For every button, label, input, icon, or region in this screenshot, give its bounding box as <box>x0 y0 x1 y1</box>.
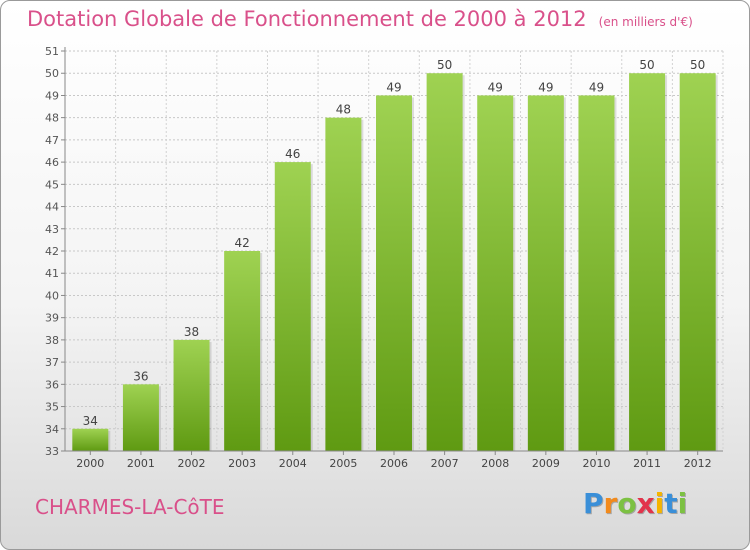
y-tick-label: 51 <box>45 45 59 58</box>
x-tick-label: 2003 <box>228 457 256 470</box>
y-tick-label: 48 <box>45 112 59 125</box>
bar <box>578 95 615 451</box>
bar-value-label: 38 <box>184 325 199 339</box>
y-tick-label: 45 <box>45 178 59 191</box>
bar <box>629 73 666 451</box>
x-tick-label: 2005 <box>329 457 357 470</box>
logo-letter: o <box>617 487 637 520</box>
logo-letter: i <box>654 487 665 520</box>
x-tick-label: 2010 <box>582 457 610 470</box>
x-tick-label: 2011 <box>633 457 661 470</box>
bar-value-label: 49 <box>538 80 553 94</box>
bar-value-label: 50 <box>690 58 705 72</box>
y-tick-label: 46 <box>45 156 59 169</box>
x-tick-label: 2009 <box>532 457 560 470</box>
y-tick-label: 47 <box>45 134 59 147</box>
y-tick-label: 43 <box>45 223 59 236</box>
y-tick-label: 38 <box>45 334 59 347</box>
x-tick-label: 2012 <box>684 457 712 470</box>
x-tick-label: 2004 <box>279 457 307 470</box>
logo-letter: x <box>636 487 655 520</box>
y-tick-label: 39 <box>45 312 59 325</box>
y-tick-label: 34 <box>45 423 59 436</box>
y-tick-label: 44 <box>45 201 59 214</box>
bar-value-label: 49 <box>386 80 401 94</box>
y-tick-label: 36 <box>45 378 59 391</box>
logo-letter: t <box>664 487 678 520</box>
bar-value-label: 50 <box>437 58 452 72</box>
bar <box>224 251 261 451</box>
bar <box>122 384 159 451</box>
bar <box>477 95 514 451</box>
y-tick-label: 49 <box>45 89 59 102</box>
bar <box>325 117 362 452</box>
x-tick-label: 2006 <box>380 457 408 470</box>
bar-value-label: 49 <box>488 80 503 94</box>
chart-title-text: Dotation Globale de Fonctionnement de 20… <box>27 7 587 31</box>
chart-unit: (en milliers d'€) <box>598 15 693 29</box>
y-tick-label: 42 <box>45 245 59 258</box>
bar <box>376 95 412 451</box>
bar <box>274 162 311 451</box>
bar-value-label: 42 <box>235 236 250 250</box>
bar <box>679 73 716 451</box>
bar-value-label: 48 <box>336 103 351 117</box>
x-tick-label: 2002 <box>178 457 206 470</box>
bar <box>72 428 109 451</box>
logo-letter: r <box>603 487 618 520</box>
proxiti-logo: Proxiti <box>583 487 687 520</box>
bar <box>173 339 210 451</box>
x-tick-label: 2001 <box>127 457 155 470</box>
y-tick-label: 37 <box>45 356 59 369</box>
chart-title: Dotation Globale de Fonctionnement de 20… <box>27 7 693 31</box>
bar <box>527 95 564 451</box>
bar-value-label: 50 <box>639 58 654 72</box>
y-tick-label: 50 <box>45 67 59 80</box>
y-tick-label: 35 <box>45 401 59 414</box>
y-tick-label: 33 <box>45 445 59 458</box>
y-tick-label: 40 <box>45 289 59 302</box>
logo-letter: i <box>677 487 688 520</box>
bar-value-label: 49 <box>589 80 604 94</box>
bar-value-label: 36 <box>133 369 148 383</box>
bar-value-label: 46 <box>285 147 300 161</box>
commune-name: CHARMES-LA-CôTE <box>35 495 225 519</box>
x-tick-label: 2000 <box>76 457 104 470</box>
x-tick-label: 2008 <box>481 457 509 470</box>
logo-letter: P <box>583 487 604 520</box>
y-tick-label: 41 <box>45 267 59 280</box>
x-tick-label: 2007 <box>431 457 459 470</box>
bar <box>426 73 463 451</box>
bar-value-label: 34 <box>83 414 98 428</box>
